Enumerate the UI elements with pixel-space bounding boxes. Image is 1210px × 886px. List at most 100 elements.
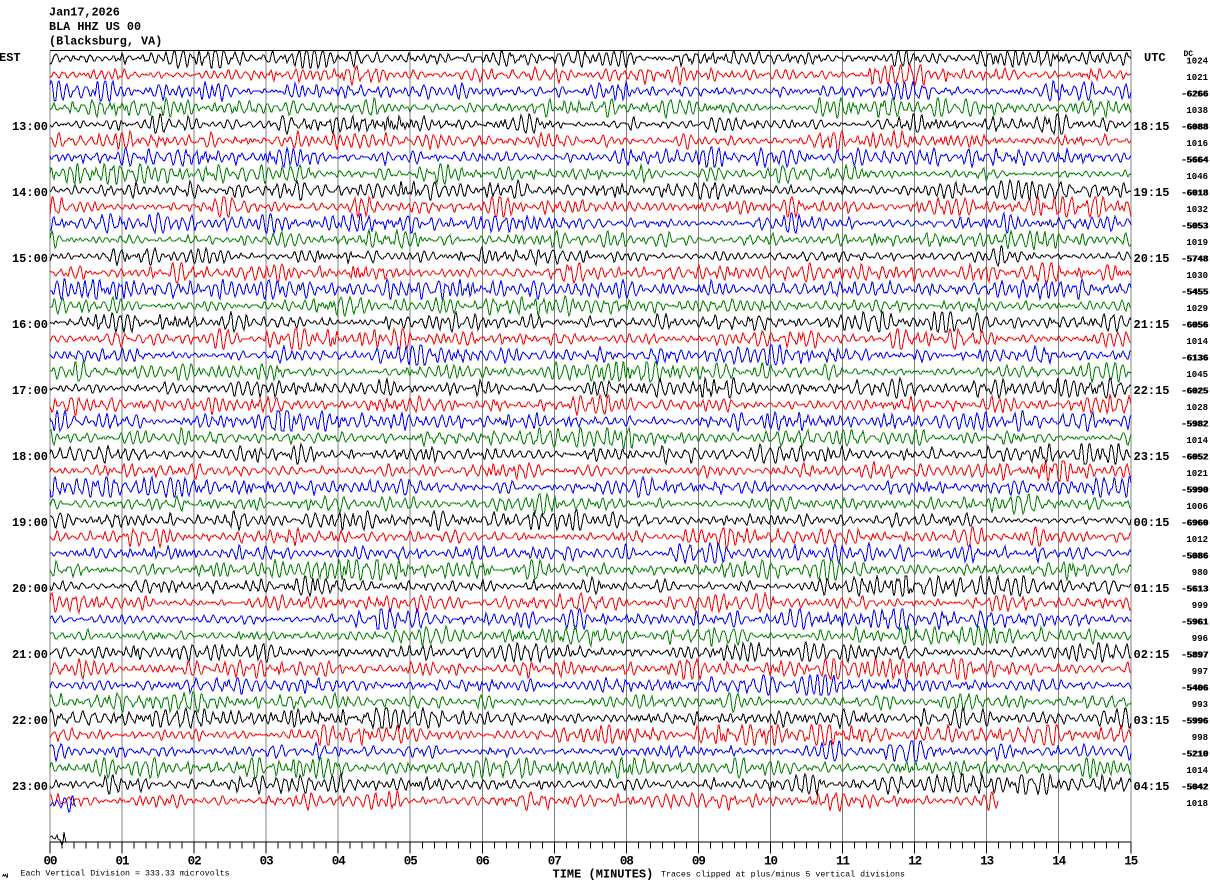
svg-text:-5042: -5042 — [1181, 782, 1208, 792]
svg-text:-5990: -5990 — [1181, 485, 1208, 495]
svg-text:-6266: -6266 — [1181, 89, 1208, 99]
svg-text:DC: DC — [1184, 50, 1194, 59]
svg-text:06: 06 — [476, 854, 490, 868]
svg-text:-6266: -6266 — [1182, 89, 1209, 99]
svg-text:Jan17,2026: Jan17,2026 — [49, 6, 120, 20]
svg-text:-5961: -5961 — [1181, 617, 1209, 627]
svg-text:1032: 1032 — [1186, 205, 1208, 215]
svg-text:-6088: -6088 — [1182, 122, 1209, 132]
svg-text:1038: 1038 — [1186, 106, 1208, 116]
svg-text:19:00: 19:00 — [12, 516, 48, 530]
svg-text:1045: 1045 — [1186, 370, 1208, 380]
svg-text:1006: 1006 — [1186, 502, 1208, 512]
svg-text:1021: 1021 — [1186, 73, 1208, 83]
svg-text:02: 02 — [188, 854, 202, 868]
svg-text:-5990: -5990 — [1182, 485, 1209, 495]
svg-text:-5664: -5664 — [1182, 155, 1210, 165]
svg-text:(Blacksburg, VA): (Blacksburg, VA) — [49, 35, 162, 49]
svg-text:07: 07 — [548, 854, 562, 868]
svg-text:-6056: -6056 — [1182, 320, 1209, 330]
svg-text:-5210: -5210 — [1182, 749, 1209, 759]
svg-text:19:15: 19:15 — [1134, 186, 1170, 200]
svg-text:23:15: 23:15 — [1134, 450, 1170, 464]
svg-text:09: 09 — [692, 854, 706, 868]
svg-text:998: 998 — [1192, 733, 1208, 743]
svg-text:-5982: -5982 — [1181, 419, 1208, 429]
svg-text:00:15: 00:15 — [1134, 516, 1170, 530]
svg-text:-5961: -5961 — [1182, 617, 1210, 627]
svg-text:05: 05 — [404, 854, 418, 868]
svg-text:980: 980 — [1192, 568, 1208, 578]
svg-text:23:00: 23:00 — [12, 780, 48, 794]
svg-text:15: 15 — [1124, 854, 1138, 868]
svg-text:1030: 1030 — [1186, 271, 1208, 281]
svg-text:1016: 1016 — [1186, 139, 1208, 149]
svg-text:Traces clipped at plus/minus 5: Traces clipped at plus/minus 5 vertical … — [661, 870, 905, 880]
svg-text:18:15: 18:15 — [1134, 120, 1170, 134]
svg-text:14: 14 — [1052, 854, 1067, 868]
svg-text:04: 04 — [332, 854, 347, 868]
svg-text:997: 997 — [1192, 667, 1208, 677]
svg-text:03: 03 — [260, 854, 274, 868]
svg-text:-6025: -6025 — [1182, 386, 1209, 396]
svg-text:1012: 1012 — [1186, 535, 1208, 545]
svg-text:-5748: -5748 — [1182, 254, 1209, 264]
svg-text:UTC: UTC — [1144, 51, 1166, 65]
svg-text:01: 01 — [115, 854, 129, 868]
svg-text:-5406: -5406 — [1181, 683, 1208, 693]
svg-text:00: 00 — [43, 854, 57, 868]
svg-text:-5210: -5210 — [1181, 749, 1208, 759]
svg-text:14:00: 14:00 — [12, 186, 48, 200]
svg-text:22:00: 22:00 — [12, 714, 48, 728]
svg-text:-6052: -6052 — [1181, 452, 1208, 462]
svg-text:-5613: -5613 — [1181, 584, 1208, 594]
svg-text:-6960: -6960 — [1181, 518, 1208, 528]
svg-text:-6018: -6018 — [1181, 188, 1208, 198]
svg-text:993: 993 — [1192, 700, 1208, 710]
svg-text:-5664: -5664 — [1181, 155, 1209, 165]
svg-text:22:15: 22:15 — [1134, 384, 1170, 398]
svg-text:1024: 1024 — [1186, 56, 1208, 66]
svg-text:-5613: -5613 — [1182, 584, 1209, 594]
svg-text:12: 12 — [908, 854, 922, 868]
svg-text:BLA HHZ US 00: BLA HHZ US 00 — [49, 20, 141, 34]
svg-text:-5748: -5748 — [1181, 254, 1208, 264]
svg-text:18:00: 18:00 — [12, 450, 48, 464]
svg-text:04:15: 04:15 — [1134, 780, 1170, 794]
svg-text:-5086: -5086 — [1182, 551, 1209, 561]
svg-text:-5406: -5406 — [1182, 683, 1209, 693]
svg-text:21:00: 21:00 — [12, 648, 48, 662]
svg-text:-5996: -5996 — [1182, 716, 1209, 726]
svg-text:1029: 1029 — [1186, 304, 1208, 314]
svg-text:03:15: 03:15 — [1134, 714, 1170, 728]
svg-text:Each Vertical Division = 333.: Each Vertical Division = 333.33 microvol… — [21, 869, 230, 879]
svg-text:-6018: -6018 — [1182, 188, 1209, 198]
svg-text:-5996: -5996 — [1181, 716, 1208, 726]
svg-text:1018: 1018 — [1186, 799, 1208, 809]
svg-text:16:00: 16:00 — [12, 318, 48, 332]
svg-text:1019: 1019 — [1186, 238, 1208, 248]
svg-text:-6056: -6056 — [1181, 320, 1208, 330]
svg-text:-6052: -6052 — [1182, 452, 1209, 462]
svg-text:1028: 1028 — [1186, 403, 1208, 413]
svg-text:-5897: -5897 — [1181, 650, 1208, 660]
svg-text:-5455: -5455 — [1182, 287, 1209, 297]
svg-text:996: 996 — [1192, 634, 1208, 644]
svg-text:21:15: 21:15 — [1134, 318, 1170, 332]
svg-text:-5086: -5086 — [1181, 551, 1208, 561]
svg-text:TIME (MINUTES): TIME (MINUTES) — [553, 868, 654, 882]
svg-text:-5455: -5455 — [1181, 287, 1208, 297]
svg-text:13:00: 13:00 — [12, 120, 48, 134]
svg-text:1046: 1046 — [1186, 172, 1208, 182]
svg-text:1014: 1014 — [1186, 337, 1208, 347]
svg-text:13: 13 — [980, 854, 994, 868]
svg-text:1021: 1021 — [1186, 469, 1208, 479]
svg-text:999: 999 — [1192, 601, 1208, 611]
svg-text:20:15: 20:15 — [1134, 252, 1170, 266]
svg-text:10: 10 — [764, 854, 778, 868]
svg-text:15:00: 15:00 — [12, 252, 48, 266]
svg-text:20:00: 20:00 — [12, 582, 48, 596]
svg-text:-5053: -5053 — [1182, 221, 1209, 231]
svg-text:-6136: -6136 — [1182, 353, 1209, 363]
svg-text:01:15: 01:15 — [1134, 582, 1170, 596]
